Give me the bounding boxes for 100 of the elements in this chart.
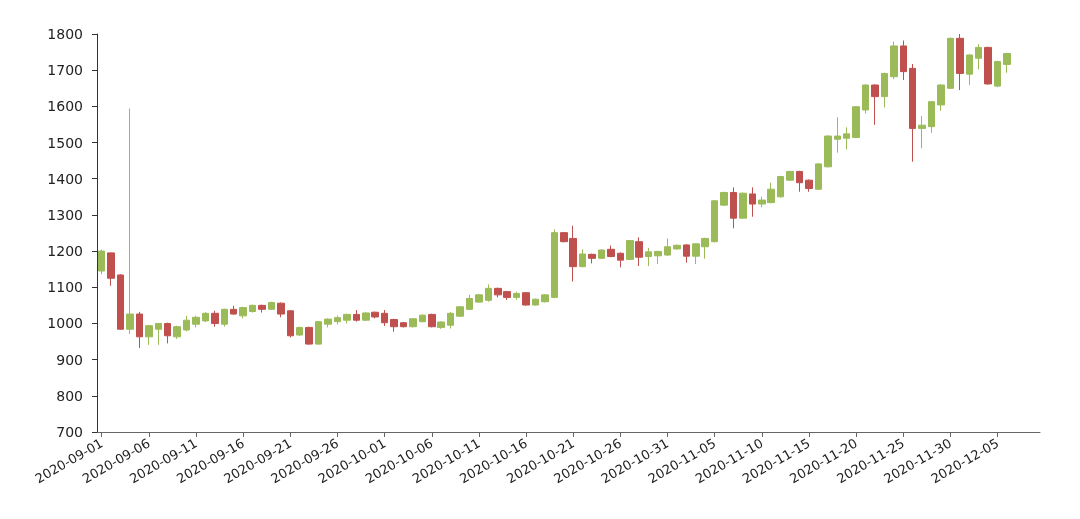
- candlestick: [428, 313, 436, 328]
- candlestick: [211, 310, 219, 328]
- candlestick: [635, 236, 643, 267]
- candlestick: [390, 318, 398, 333]
- candlestick: [107, 252, 115, 287]
- candlestick: [683, 243, 690, 264]
- candlestick: [881, 72, 888, 108]
- candlestick: [730, 186, 737, 229]
- candlestick: [315, 320, 322, 346]
- candlestick: [183, 315, 190, 332]
- candlestick: [843, 126, 850, 150]
- candlestick: [230, 305, 237, 316]
- candlestick: [221, 308, 228, 328]
- candlestick: [909, 63, 916, 163]
- y-tick-label: 1300: [47, 206, 83, 223]
- candlestick: [588, 253, 596, 264]
- candlestick: [456, 305, 464, 318]
- candlestick: [362, 311, 370, 322]
- candlestick: [268, 301, 275, 311]
- candlestick: [617, 252, 624, 268]
- candlestick: [871, 83, 879, 126]
- candlestick: [513, 291, 520, 301]
- y-tick-label: 1200: [47, 243, 83, 260]
- candlestick: [994, 60, 1001, 88]
- candlestick: [673, 244, 681, 251]
- candlestick: [324, 317, 332, 328]
- candlestick: [975, 43, 982, 70]
- candlestick: [720, 191, 728, 207]
- candlestick: [409, 317, 417, 328]
- candlestick: [541, 293, 549, 303]
- candlestick: [287, 309, 294, 339]
- candlestick: [475, 293, 483, 304]
- candlestick: [192, 315, 200, 328]
- candlestick: [173, 325, 181, 340]
- candlestick: [777, 175, 784, 199]
- candlestick: [862, 83, 869, 115]
- candlestick: [522, 291, 530, 307]
- candlestick: [381, 309, 388, 327]
- candlestick: [532, 297, 539, 307]
- candlestick: [1003, 52, 1011, 74]
- candlestick: [786, 170, 794, 182]
- candlestick: [852, 105, 860, 139]
- candlestick: [447, 311, 454, 330]
- y-tick-label: 1000: [47, 315, 83, 332]
- candlestick: [711, 199, 718, 243]
- candlestick: [400, 321, 407, 328]
- y-tick-label: 1100: [47, 279, 83, 296]
- candlestick: [334, 314, 341, 326]
- candlestick: [815, 162, 822, 191]
- candlestick: [607, 245, 615, 258]
- candlestick: [749, 186, 756, 218]
- candlestick: [966, 53, 973, 86]
- candlestick: [239, 306, 247, 319]
- candlestick: [805, 178, 813, 193]
- candlestick: [834, 116, 841, 154]
- candlestick: [136, 311, 143, 349]
- candlestick: [579, 248, 586, 268]
- candlestick: [353, 309, 360, 323]
- candlestick: [739, 191, 747, 220]
- candlestick: [824, 134, 832, 169]
- candlestick: [918, 115, 926, 149]
- candlestick: [343, 313, 351, 324]
- y-tick-label: 1800: [47, 26, 83, 42]
- candlestick: [164, 322, 171, 344]
- candlestick: [984, 46, 992, 86]
- candlestick: [145, 324, 153, 346]
- y-tick-label: 900: [56, 351, 83, 368]
- candlestick: [258, 304, 266, 314]
- candlestick: [419, 313, 426, 323]
- candlestick: [117, 273, 124, 331]
- candlestick: [664, 237, 671, 257]
- candlestick: [598, 248, 605, 260]
- candlestick: [956, 33, 964, 91]
- candlestick: [900, 40, 907, 81]
- y-tick-label: 1700: [47, 62, 83, 79]
- candlestick: [796, 170, 803, 193]
- candlestick: [126, 108, 134, 335]
- candlestick: [437, 320, 445, 330]
- candlestick: [155, 322, 162, 346]
- y-tick-label: 800: [56, 387, 83, 404]
- candlestick: [890, 41, 898, 80]
- candlestick: [305, 326, 313, 346]
- candlestick: [296, 326, 303, 337]
- candlestick: [947, 37, 954, 90]
- candlestick: [485, 283, 492, 303]
- y-tick-label: 1600: [47, 98, 83, 115]
- candlestick: [645, 247, 652, 267]
- y-tick-label: 1400: [47, 170, 83, 187]
- candlestick: [466, 294, 473, 311]
- candlestick: [551, 228, 558, 299]
- candlestick: [654, 250, 662, 265]
- candlestick: [937, 83, 945, 112]
- candlestick: [249, 304, 256, 314]
- candlestick: [277, 301, 285, 318]
- candlestick: [371, 311, 379, 319]
- y-tick-label: 700: [56, 424, 83, 440]
- candlestick: [202, 311, 209, 323]
- y-tick-label: 1500: [47, 134, 83, 151]
- candlestick: [626, 239, 634, 261]
- candlestick: [928, 100, 935, 134]
